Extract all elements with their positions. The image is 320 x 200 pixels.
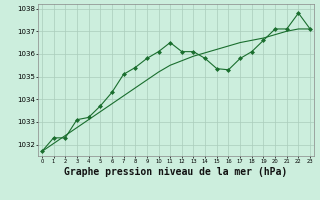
X-axis label: Graphe pression niveau de la mer (hPa): Graphe pression niveau de la mer (hPa)	[64, 167, 288, 177]
